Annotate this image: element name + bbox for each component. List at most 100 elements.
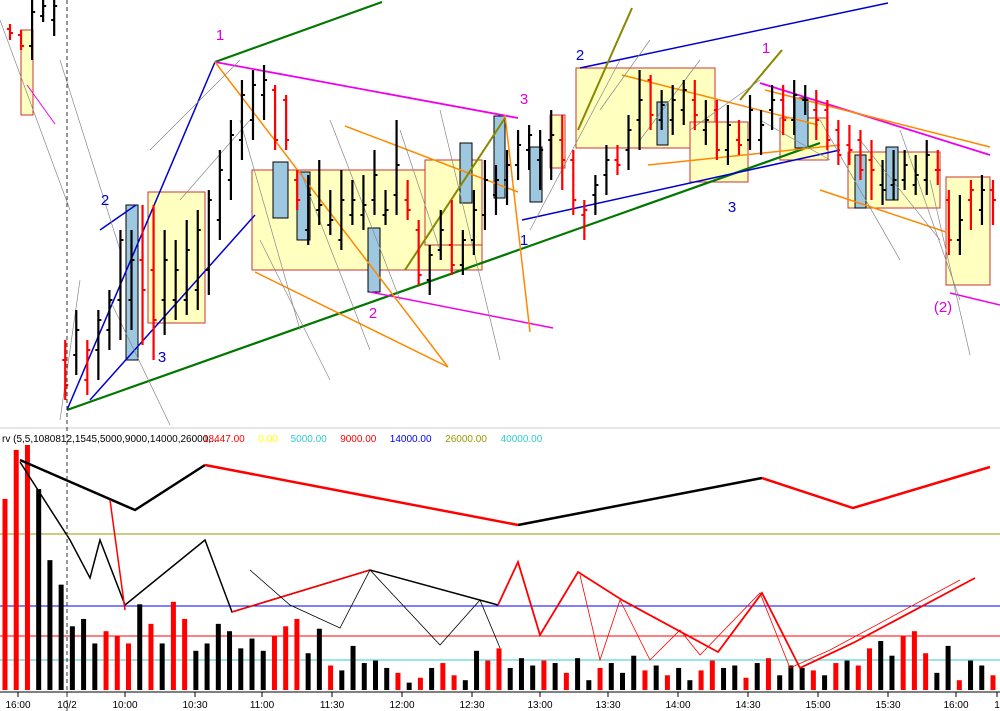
guide-line [599, 39, 651, 111]
wave-labels: 1 2 3 2 3 1 2 1 3 (2) [101, 27, 952, 366]
volume-bar [440, 663, 446, 690]
price-bar [95, 310, 102, 380]
price-bar [713, 100, 720, 160]
consolidation-box [20, 29, 34, 116]
guide-line [239, 119, 301, 331]
price-bar [559, 115, 566, 190]
volume-bar [47, 560, 53, 690]
trend-line [66, 61, 216, 411]
volume-bar [518, 658, 524, 690]
volume-bar [227, 631, 233, 690]
time-label: 13:00 [527, 700, 552, 711]
price-bar [581, 200, 588, 240]
volume-bar [451, 675, 457, 690]
volume-bar [878, 641, 884, 690]
price-bar [791, 80, 798, 135]
price-bar [724, 105, 731, 165]
wave-label: 3 [158, 349, 166, 366]
trend-line [521, 149, 841, 221]
volume-bar [114, 636, 120, 690]
guide-line [299, 169, 371, 351]
trend-line [759, 82, 991, 156]
price-bar [139, 205, 146, 345]
time-label: 11:00 [250, 700, 275, 711]
volume-bar [709, 660, 715, 690]
volume-bar [765, 658, 771, 690]
price-bar [415, 220, 422, 285]
highlight-bar [885, 146, 899, 201]
price-bar [117, 230, 124, 340]
time-label: 11:30 [320, 700, 345, 711]
volume-bar [2, 498, 8, 690]
price-bar [426, 245, 433, 295]
volume-bar [182, 618, 188, 690]
price-bar [780, 85, 787, 135]
indicator-value: 18447.00 [203, 434, 245, 445]
volume-bar [159, 643, 165, 690]
volume-bar [474, 650, 480, 690]
price-bar [702, 100, 709, 145]
price-bar [459, 230, 466, 275]
trend-line [214, 0, 383, 64]
price-bar [183, 220, 190, 315]
price-bar [515, 130, 522, 180]
price-bar [84, 340, 91, 395]
volume-bar [507, 667, 513, 690]
volume-bar [586, 680, 592, 690]
volume-zigzag [231, 569, 371, 613]
price-bar [106, 290, 113, 350]
price-bar [128, 230, 135, 330]
price-bar [769, 85, 776, 130]
volume-bar [676, 667, 682, 690]
volume-bar [934, 672, 940, 690]
volume-bar [204, 643, 210, 690]
price-bar [978, 175, 985, 225]
volume-bar [563, 672, 569, 690]
guide-line [439, 109, 501, 361]
price-bar [393, 120, 400, 215]
indicator-value: 0.00 [258, 434, 278, 445]
price-bar [272, 85, 279, 150]
guide-line [259, 239, 331, 381]
volume-bar [384, 667, 390, 690]
price-bar [879, 160, 886, 205]
price-bar [261, 65, 268, 120]
volume-bar [945, 645, 951, 690]
wave-label: 3 [520, 91, 528, 108]
price-bar [40, 0, 47, 22]
volume-bar [260, 650, 266, 690]
volume-bar [597, 667, 603, 690]
wave-label: 3 [728, 199, 736, 216]
trend-line [579, 2, 889, 69]
volume-bar [103, 631, 109, 690]
guide-line [179, 119, 251, 201]
trend-line [369, 291, 554, 329]
price-bar [294, 170, 301, 210]
price-bar [205, 190, 212, 295]
highlight-bar [493, 115, 506, 199]
volume-bar [69, 626, 75, 690]
guide-line [899, 129, 961, 301]
volume-bar [305, 653, 311, 690]
guide-line [59, 59, 121, 251]
price-bar [360, 175, 367, 230]
volume-bar [417, 677, 423, 690]
price-bar [327, 190, 334, 235]
time-label: 1 [994, 700, 1000, 711]
price-bar [669, 85, 676, 135]
volume-bar [58, 584, 64, 690]
volume-bar [822, 675, 828, 690]
volume-bar [496, 648, 502, 690]
volume-bar [743, 677, 749, 690]
trend-line [254, 271, 449, 368]
guide-line [329, 119, 401, 301]
highlight-bar [272, 161, 289, 219]
price-bar [150, 205, 157, 360]
volume-bar [990, 675, 996, 690]
guide-line [59, 279, 81, 421]
trend-line [344, 125, 519, 193]
volume-bar [788, 665, 794, 690]
volume-bar [968, 660, 974, 690]
volume-bar [687, 680, 693, 690]
